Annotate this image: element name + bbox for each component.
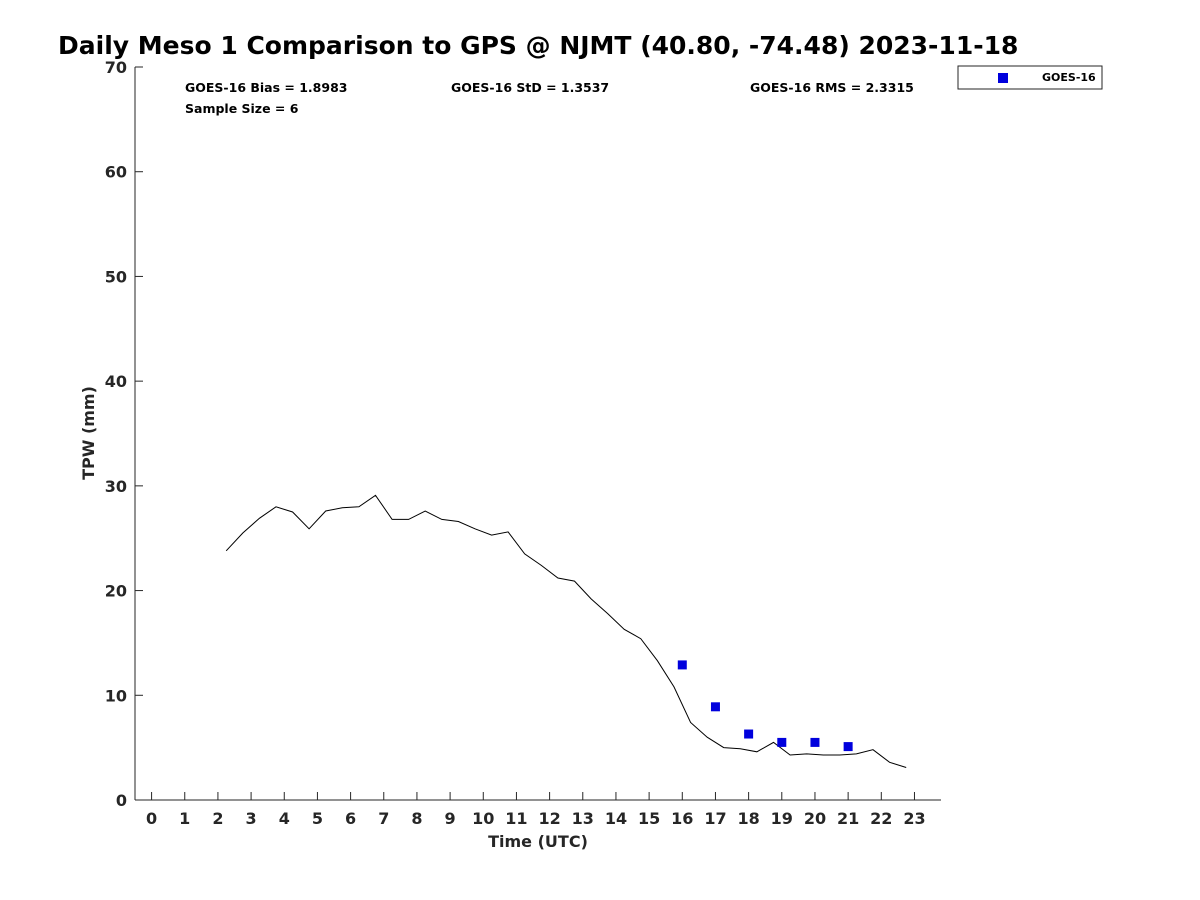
x-tick-label: 19 bbox=[771, 809, 793, 828]
bias-stat: GOES-16 Bias = 1.8983 bbox=[185, 80, 347, 95]
x-tick-label: 2 bbox=[212, 809, 223, 828]
x-tick-label: 14 bbox=[605, 809, 627, 828]
goes16-point bbox=[677, 660, 687, 670]
x-tick-label: 13 bbox=[572, 809, 594, 828]
legend: GOES-16 bbox=[957, 65, 1103, 90]
x-tick-label: 7 bbox=[378, 809, 389, 828]
x-tick-label: 18 bbox=[737, 809, 759, 828]
y-tick-label: 20 bbox=[105, 582, 127, 601]
x-tick-label: 12 bbox=[538, 809, 560, 828]
x-tick-label: 8 bbox=[411, 809, 422, 828]
x-tick-label: 11 bbox=[505, 809, 527, 828]
x-tick-label: 23 bbox=[903, 809, 925, 828]
x-axis-label: Time (UTC) bbox=[488, 832, 588, 851]
x-tick-label: 5 bbox=[312, 809, 323, 828]
std-stat: GOES-16 StD = 1.3537 bbox=[451, 80, 609, 95]
x-tick-label: 16 bbox=[671, 809, 693, 828]
y-tick-label: 10 bbox=[105, 686, 127, 705]
x-tick-label: 1 bbox=[179, 809, 190, 828]
y-axis-ticks: 0 10 20 30 40 50 60 70 bbox=[105, 58, 143, 810]
goes16-point bbox=[843, 742, 853, 752]
y-tick-label: 30 bbox=[105, 477, 127, 496]
goes16-point bbox=[744, 729, 754, 739]
goes16-point bbox=[710, 702, 720, 712]
x-tick-label: 0 bbox=[146, 809, 157, 828]
goes16-point bbox=[810, 737, 820, 747]
legend-marker-goes16 bbox=[998, 73, 1008, 83]
x-tick-label: 3 bbox=[246, 809, 257, 828]
x-tick-label: 17 bbox=[704, 809, 726, 828]
goes16-point bbox=[777, 737, 787, 747]
sample-size-stat: Sample Size = 6 bbox=[185, 101, 299, 116]
x-tick-label: 22 bbox=[870, 809, 892, 828]
y-tick-label: 40 bbox=[105, 372, 127, 391]
x-axis-ticks: 0 1 2 3 4 5 6 7 8 9 10 11 12 13 14 15 16 17 18 19 20 21 22 23 bbox=[146, 792, 926, 828]
y-axis-label: TPW (mm) bbox=[79, 386, 98, 480]
x-tick-label: 6 bbox=[345, 809, 356, 828]
x-tick-label: 15 bbox=[638, 809, 660, 828]
legend-box bbox=[957, 65, 1103, 90]
legend-label-goes16: GOES-16 bbox=[1042, 71, 1096, 84]
x-tick-label: 20 bbox=[804, 809, 826, 828]
y-tick-label: 50 bbox=[105, 267, 127, 286]
y-tick-label: 60 bbox=[105, 163, 127, 182]
y-tick-label: 70 bbox=[105, 58, 127, 77]
chart-title: Daily Meso 1 Comparison to GPS @ NJMT (4… bbox=[58, 31, 1018, 60]
x-tick-label: 10 bbox=[472, 809, 494, 828]
x-tick-label: 21 bbox=[837, 809, 859, 828]
x-tick-label: 4 bbox=[279, 809, 290, 828]
rms-stat: GOES-16 RMS = 2.3315 bbox=[750, 80, 914, 95]
y-tick-label: 0 bbox=[116, 791, 127, 810]
gps-tpw-line bbox=[225, 494, 907, 768]
x-tick-label: 9 bbox=[445, 809, 456, 828]
series-layer bbox=[225, 494, 907, 768]
